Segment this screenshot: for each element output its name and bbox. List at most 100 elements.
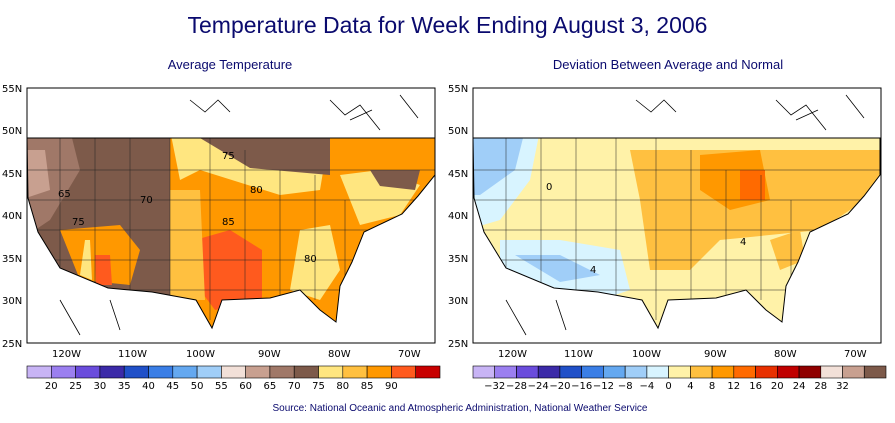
left-legend-label: 35 [118,381,131,392]
right-legend-label: −32 [484,381,505,392]
right-state-lines [473,138,880,320]
right-legend-swatch [581,365,604,379]
left-lon-label: 100W [186,349,215,360]
right-lon-label: 70W [844,349,867,360]
left-legend-swatch [245,365,271,379]
right-legend-swatch [798,365,822,379]
right-legend-swatch [559,365,582,379]
left-legend-swatch [75,365,101,379]
left-legend-swatch [318,365,344,379]
left-legend-label: 90 [385,381,398,392]
left-legend-swatch [196,365,222,379]
right-lon-label: 90W [704,349,727,360]
left-legend-label: 80 [336,381,349,392]
right-legend-label: 4 [687,381,693,392]
right-map-title: Deviation Between Average and Normal [552,57,784,72]
left-legend-label: 45 [166,381,179,392]
left-contour-label: 75 [222,151,235,162]
right-contour-label: 4 [590,265,596,276]
left-map: 65 70 75 75 80 85 80 55N 50N 45N 40N 35N… [2,84,441,392]
left-lat-label: 50N [2,126,22,137]
page-title: Temperature Data for Week Ending August … [187,12,708,38]
left-lon-label: 120W [52,349,81,360]
left-legend-label: 40 [142,381,155,392]
left-contour-label: 75 [72,217,85,228]
right-legend-swatch [820,365,843,379]
right-legend-swatch [863,365,887,379]
right-legend-label: 28 [814,381,827,392]
right-legend-swatch [516,365,539,379]
left-legend-swatch [415,365,441,379]
right-legend-label: 32 [836,381,849,392]
left-contour-label: 85 [222,217,235,228]
right-legend: −32 −28 −24 −20 −16 −12 −8 −4 0 4 8 12 16 20 24 28 32 [472,365,887,392]
left-legend: 20 25 30 35 40 45 50 55 60 65 70 75 80 85 90 [26,365,441,392]
right-legend-label: 8 [709,381,715,392]
left-legend-swatch [269,365,295,379]
right-legend-swatch [472,365,496,379]
right-legend-label: −4 [640,381,655,392]
left-legend-label: 25 [69,381,82,392]
left-lat-label: 30N [2,296,22,307]
left-contour-label: 80 [304,254,317,265]
left-lat-label: 40N [2,211,22,222]
right-lon-label: 120W [498,349,527,360]
right-legend-swatch [646,365,669,379]
right-legend-swatch [711,365,735,379]
left-contour-label: 70 [140,195,153,206]
right-legend-swatch [603,365,626,379]
right-lat-label: 35N [448,254,468,265]
right-legend-label: −16 [571,381,592,392]
right-legend-swatch [624,365,648,379]
right-legend-swatch [733,365,756,379]
right-lat-label: 45N [448,169,468,180]
left-legend-swatch [391,365,416,379]
right-lat-label: 30N [448,296,468,307]
left-legend-swatch [99,365,125,379]
left-contour-label: 65 [58,189,71,200]
right-legend-label: 24 [793,381,806,392]
right-legend-label: −12 [593,381,614,392]
left-legend-label: 50 [191,381,204,392]
left-contour-label: 80 [250,185,263,196]
left-lon-label: 70W [398,349,421,360]
right-legend-label: −28 [506,381,527,392]
right-lat-label: 55N [448,84,468,95]
left-legend-swatch [123,365,149,379]
left-legend-swatch [366,365,392,379]
right-lon-label: 80W [774,349,797,360]
right-legend-label: 16 [749,381,762,392]
left-legend-label: 30 [94,381,107,392]
source-note: Source: National Oceanic and Atmospheric… [272,403,648,414]
right-legend-label: 0 [665,381,671,392]
left-legend-swatch [221,365,246,379]
right-legend-swatch [690,365,713,379]
left-legend-label: 60 [239,381,252,392]
left-legend-label: 70 [288,381,301,392]
left-lat-label: 25N [2,339,22,350]
left-lat-label: 45N [2,169,22,180]
right-legend-swatch [668,365,691,379]
left-legend-label: 85 [361,381,374,392]
left-lat-label: 55N [2,84,22,95]
left-legend-swatch [342,365,368,379]
right-lat-label: 25N [448,339,468,350]
right-legend-label: 12 [727,381,740,392]
left-legend-label: 55 [215,381,228,392]
right-lon-label: 100W [632,349,661,360]
right-lon-label: 110W [564,349,593,360]
right-legend-swatch [755,365,778,379]
right-legend-label: 20 [771,381,784,392]
left-legend-label: 20 [45,381,58,392]
right-legend-swatch [494,365,517,379]
right-contour-label: 0 [546,182,552,193]
left-map-title: Average Temperature [167,57,293,72]
left-legend-swatch [50,365,76,379]
left-lon-label: 80W [328,349,351,360]
right-lat-label: 50N [448,126,468,137]
left-legend-label: 75 [312,381,325,392]
left-legend-swatch [172,365,198,379]
right-contour-label: 4 [740,237,746,248]
left-state-lines [27,138,435,320]
